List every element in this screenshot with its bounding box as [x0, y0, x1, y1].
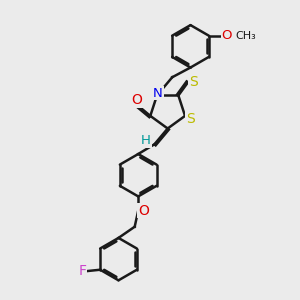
Text: S: S [186, 112, 195, 126]
Text: O: O [138, 203, 149, 218]
Text: H: H [141, 134, 151, 147]
Text: CH₃: CH₃ [236, 31, 256, 41]
Text: F: F [79, 264, 86, 278]
Text: O: O [131, 93, 142, 107]
Text: S: S [189, 75, 198, 89]
Text: O: O [222, 28, 232, 42]
Text: N: N [153, 87, 163, 100]
